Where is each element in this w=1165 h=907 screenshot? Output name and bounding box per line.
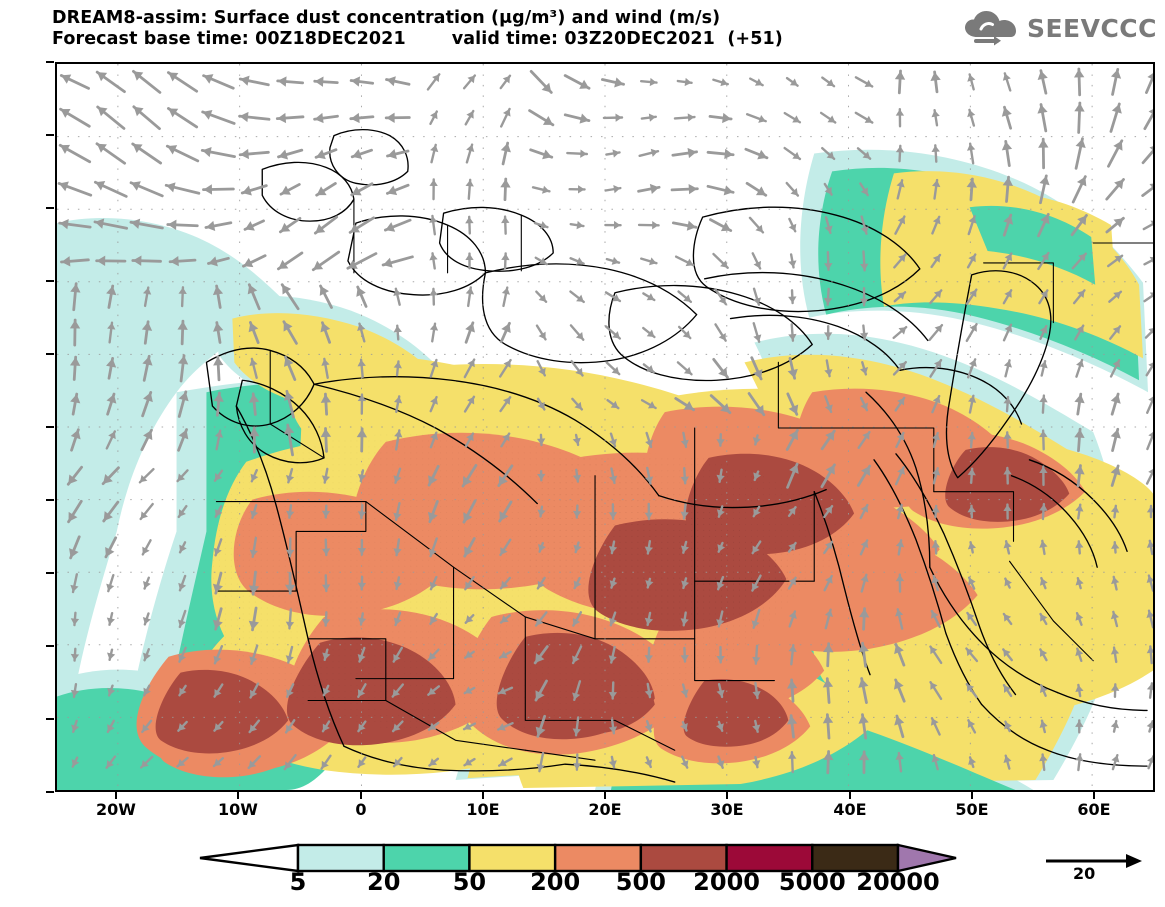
y-tick-10N — [46, 718, 54, 720]
x-axis-label-30E: 30E — [710, 800, 744, 819]
cloud-wind-icon — [964, 11, 1016, 46]
x-axis-label-20W: 20W — [96, 800, 136, 819]
forecast-valid-time: valid time: 03Z20DEC2021 (+51) — [451, 29, 783, 49]
colorbar — [198, 843, 958, 873]
y-tick-25N — [46, 499, 54, 501]
y-tick-20N — [46, 572, 54, 574]
x-tick-10W — [237, 791, 239, 799]
y-tick-5N — [46, 791, 54, 793]
x-axis-label-10W: 10W — [218, 800, 258, 819]
forecast-base-time: Forecast base time: 00Z18DEC2021 — [52, 29, 406, 49]
colorbar-tick-2000: 2000 — [693, 868, 760, 896]
x-tick-50E — [971, 791, 973, 799]
x-axis-label-20E: 20E — [588, 800, 622, 819]
y-tick-35N — [46, 353, 54, 355]
x-tick-20E — [604, 791, 606, 799]
wind-vector-field — [57, 67, 1153, 775]
x-tick-30E — [726, 791, 728, 799]
x-tick-10E — [482, 791, 484, 799]
colorbar-tick-500: 500 — [615, 868, 666, 896]
x-tick-60E — [1093, 791, 1095, 799]
y-tick-45N — [46, 207, 54, 209]
title-spacer — [406, 29, 452, 50]
dust-concentration-map — [57, 64, 1153, 790]
x-axis-label-10E: 10E — [466, 800, 500, 819]
x-axis-label-60E: 60E — [1077, 800, 1111, 819]
colorbar-labels: 5 20 50 200 500 2000 5000 20000 — [0, 868, 1165, 900]
colorbar-tick-20000: 20000 — [856, 868, 940, 896]
colorbar-tick-5000: 5000 — [778, 868, 846, 896]
y-tick-15N — [46, 645, 54, 647]
page-title: DREAM8-assim: Surface dust concentration… — [52, 8, 721, 28]
colorbar-swatches — [199, 843, 957, 873]
colorbar-tick-50: 50 — [452, 868, 487, 896]
y-tick-40N — [46, 280, 54, 282]
y-tick-55N — [46, 61, 54, 63]
colorbar-tick-200: 200 — [530, 868, 581, 896]
seevccc-logo: SEEVCCC — [963, 10, 1157, 46]
title-block: DREAM8-assim: Surface dust concentration… — [52, 8, 952, 50]
x-axis-label-50E: 50E — [955, 800, 989, 819]
coastlines-and-borders — [205, 128, 1153, 783]
wind-scale-value: 20 — [1073, 864, 1096, 883]
x-tick-20W — [115, 791, 117, 799]
logo-text: SEEVCCC — [1026, 13, 1157, 43]
x-axis-label-0: 0 — [355, 800, 367, 819]
map-plot-area[interactable] — [55, 62, 1155, 792]
colorbar-tick-5: 5 — [289, 868, 307, 896]
x-tick-0 — [360, 791, 362, 799]
forecast-time-line: Forecast base time: 00Z18DEC2021 valid t… — [52, 29, 952, 50]
x-tick-40E — [849, 791, 851, 799]
wind-scale-key — [1046, 854, 1142, 868]
y-tick-50N — [46, 134, 54, 136]
x-axis-label-40E: 40E — [833, 800, 867, 819]
y-tick-30N — [46, 426, 54, 428]
colorbar-tick-20: 20 — [367, 868, 401, 896]
